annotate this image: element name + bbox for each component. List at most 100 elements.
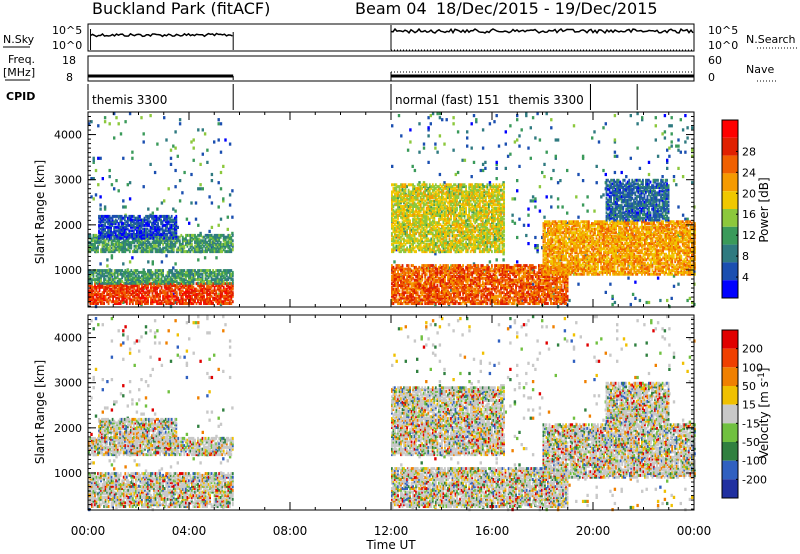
- power-cell: [127, 270, 130, 274]
- power-cell: [136, 269, 139, 273]
- power-cell: [168, 289, 171, 293]
- power-cell: [141, 293, 143, 296]
- power-cell: [183, 237, 186, 241]
- power-cell: [175, 298, 178, 302]
- power-cell: [200, 246, 202, 250]
- power-cell: [525, 291, 528, 295]
- power-cell: [602, 168, 605, 173]
- power-cell: [104, 248, 107, 252]
- power-cell: [620, 170, 623, 175]
- power-cell: [151, 291, 154, 295]
- power-cell: [509, 124, 512, 128]
- power-cell: [131, 239, 134, 243]
- power-cell: [138, 285, 140, 289]
- power-cell: [201, 269, 204, 273]
- power-cell: [151, 300, 154, 304]
- power-cell: [122, 294, 125, 298]
- power-cell: [231, 279, 234, 283]
- power-cell: [112, 296, 114, 300]
- power-cell: [197, 284, 199, 287]
- power-cell: [550, 118, 553, 122]
- power-cell: [144, 293, 146, 296]
- power-cell: [183, 291, 186, 295]
- power-cell: [156, 142, 159, 146]
- power-cell: [106, 300, 108, 304]
- power-cell: [100, 296, 102, 300]
- power-cell: [145, 300, 148, 304]
- power-cell: [180, 300, 183, 304]
- power-cell: [98, 298, 101, 302]
- power-cell: [197, 250, 199, 254]
- power-cell: [144, 274, 146, 278]
- power-cell: [186, 233, 189, 237]
- power-cell: [153, 287, 155, 291]
- power-cell: [400, 134, 403, 138]
- site-title: Buckland Park (fitACF): [92, 0, 270, 18]
- power-cell: [110, 284, 113, 287]
- power-cell: [191, 287, 193, 291]
- power-cell: [215, 233, 218, 237]
- power-cell: [128, 287, 131, 291]
- power-cell: [138, 270, 140, 274]
- power-cell: [209, 296, 211, 300]
- power-cell: [679, 150, 682, 154]
- power-cell: [538, 138, 542, 142]
- power-cell: [192, 293, 195, 296]
- power-cell: [201, 272, 204, 276]
- power-cell: [201, 289, 204, 293]
- power-cell: [97, 269, 99, 273]
- power-cell: [136, 281, 139, 285]
- power-cell: [165, 291, 168, 295]
- power-cell: [213, 140, 216, 144]
- power-cell: [227, 298, 230, 302]
- power-cell: [156, 294, 158, 298]
- power-cell: [556, 205, 560, 209]
- power-cell: [103, 205, 107, 209]
- power-cell: [227, 244, 230, 248]
- power-cell: [201, 152, 204, 156]
- power-cell: [160, 291, 163, 295]
- power-cell: [225, 289, 228, 293]
- power-cell: [228, 142, 232, 146]
- power-cell: [138, 296, 140, 300]
- power-cell: [131, 291, 134, 295]
- power-cell: [170, 214, 173, 218]
- power-cell: [204, 282, 207, 286]
- power-cell: [186, 279, 189, 283]
- power-cell: [88, 248, 90, 252]
- power-cell: [160, 300, 163, 304]
- power-cell: [527, 223, 530, 227]
- power-cell: [215, 237, 218, 241]
- power-cell: [198, 248, 201, 252]
- power-cell: [185, 298, 187, 302]
- power-cell: [199, 183, 202, 187]
- power-cell: [391, 164, 394, 168]
- power-cell: [204, 237, 207, 241]
- power-cell: [94, 278, 96, 282]
- power-cell: [99, 227, 102, 231]
- power-cell: [138, 293, 140, 296]
- noise-panel: [87, 23, 695, 52]
- power-cell: [217, 292, 220, 296]
- power-cell: [172, 266, 175, 270]
- power-cell: [163, 239, 166, 243]
- power-cell: [192, 250, 195, 254]
- power-cell: [213, 278, 216, 282]
- power-cell: [112, 272, 114, 276]
- power-cell: [166, 284, 169, 287]
- power-cell: [131, 302, 134, 305]
- power-cell: [224, 298, 227, 302]
- power-cell: [131, 281, 134, 285]
- power-cell: [677, 233, 680, 238]
- power-cell: [197, 269, 199, 273]
- power-cell: [150, 276, 152, 280]
- power-cell: [656, 276, 660, 280]
- power-cell: [133, 285, 136, 289]
- power-cell: [110, 300, 113, 304]
- power-cell: [163, 241, 166, 245]
- power-cell: [178, 269, 181, 273]
- power-cell: [101, 300, 104, 304]
- power-cell: [168, 285, 171, 289]
- power-cell: [156, 235, 158, 239]
- power-cell: [150, 246, 152, 250]
